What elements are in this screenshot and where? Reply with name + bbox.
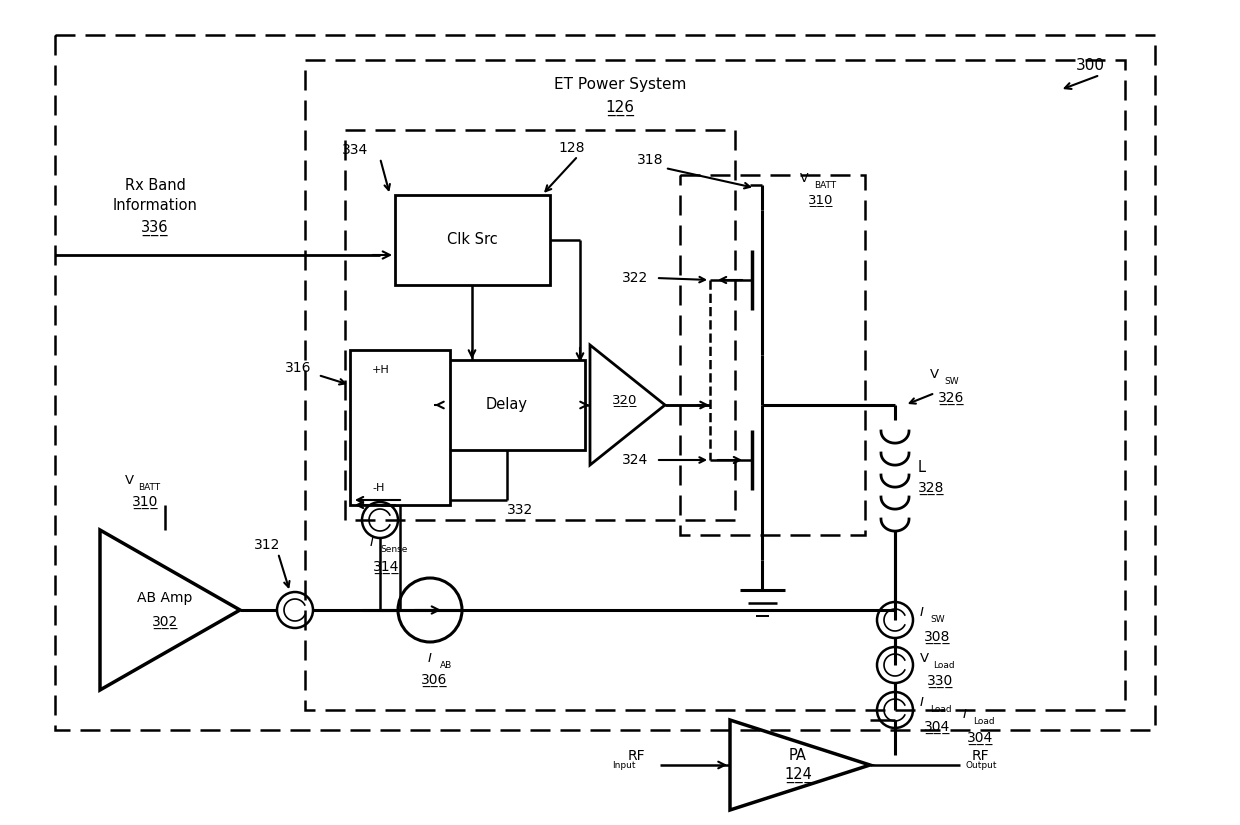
Text: Delay: Delay — [486, 398, 528, 412]
Text: 324: 324 — [621, 453, 649, 467]
Text: RF: RF — [627, 749, 645, 763]
Text: V: V — [125, 474, 134, 487]
Text: 1̲2̲6̲: 1̲2̲6̲ — [605, 100, 635, 116]
Bar — [430, 360, 585, 450]
Bar — [350, 350, 450, 505]
Text: V: V — [800, 172, 808, 185]
Text: V: V — [930, 369, 939, 381]
Text: SW: SW — [944, 378, 959, 386]
Text: 1̲2̲4̲: 1̲2̲4̲ — [784, 767, 812, 783]
Text: L: L — [918, 460, 926, 475]
Text: V: V — [920, 652, 929, 664]
Text: Load: Load — [930, 705, 951, 714]
Text: 316: 316 — [285, 361, 311, 375]
Text: Information: Information — [113, 197, 197, 213]
Text: ET Power System: ET Power System — [554, 78, 686, 92]
Text: AB: AB — [440, 661, 453, 670]
Text: Load: Load — [932, 661, 955, 670]
Text: PA: PA — [789, 747, 807, 762]
Text: 3̲1̲4̲: 3̲1̲4̲ — [373, 560, 399, 574]
Text: SW: SW — [930, 615, 945, 625]
Text: I: I — [920, 695, 924, 709]
Bar — [680, 175, 866, 535]
Bar — [55, 35, 1154, 730]
Bar — [305, 60, 1125, 710]
Text: 3̲2̲8̲: 3̲2̲8̲ — [918, 481, 945, 495]
Text: Load: Load — [973, 718, 994, 727]
Text: 332: 332 — [507, 503, 533, 517]
Text: 3̲1̲0̲: 3̲1̲0̲ — [131, 495, 159, 509]
Text: Clk Src: Clk Src — [446, 233, 497, 248]
Bar — [396, 195, 551, 285]
Text: 300: 300 — [1075, 58, 1105, 73]
Text: Output: Output — [965, 761, 997, 770]
Text: 3̲3̲6̲: 3̲3̲6̲ — [141, 220, 169, 236]
Text: Sense: Sense — [379, 545, 408, 554]
Text: 334: 334 — [342, 143, 368, 157]
Text: 3̲2̲6̲: 3̲2̲6̲ — [937, 391, 965, 405]
Text: 128: 128 — [559, 141, 585, 155]
Text: 3̲0̲4̲: 3̲0̲4̲ — [924, 720, 950, 734]
Text: AB Amp: AB Amp — [138, 591, 192, 605]
Text: 312: 312 — [254, 538, 280, 552]
Text: 3̲0̲4̲: 3̲0̲4̲ — [967, 731, 993, 745]
Text: I: I — [963, 709, 967, 722]
Text: BATT: BATT — [813, 181, 836, 190]
Text: Rx Band: Rx Band — [124, 177, 186, 192]
Text: Input: Input — [613, 761, 636, 770]
Text: 318: 318 — [637, 153, 663, 167]
Text: I: I — [920, 606, 924, 619]
Text: +H: +H — [372, 365, 389, 375]
Text: 3̲0̲6̲: 3̲0̲6̲ — [420, 673, 448, 687]
Text: RF: RF — [972, 749, 990, 763]
Text: 3̲2̲0̲: 3̲2̲0̲ — [613, 394, 637, 407]
Text: I: I — [370, 536, 374, 549]
Text: 322: 322 — [621, 271, 649, 285]
Text: 3̲0̲8̲: 3̲0̲8̲ — [924, 630, 950, 644]
Text: 3̲1̲0̲: 3̲1̲0̲ — [808, 194, 833, 206]
Text: -H: -H — [372, 483, 384, 493]
Text: BATT: BATT — [138, 483, 160, 492]
Bar — [345, 130, 735, 520]
Text: 3̲3̲0̲: 3̲3̲0̲ — [928, 674, 954, 688]
Text: 3̲0̲2̲: 3̲0̲2̲ — [151, 615, 179, 629]
Text: I: I — [428, 652, 432, 664]
